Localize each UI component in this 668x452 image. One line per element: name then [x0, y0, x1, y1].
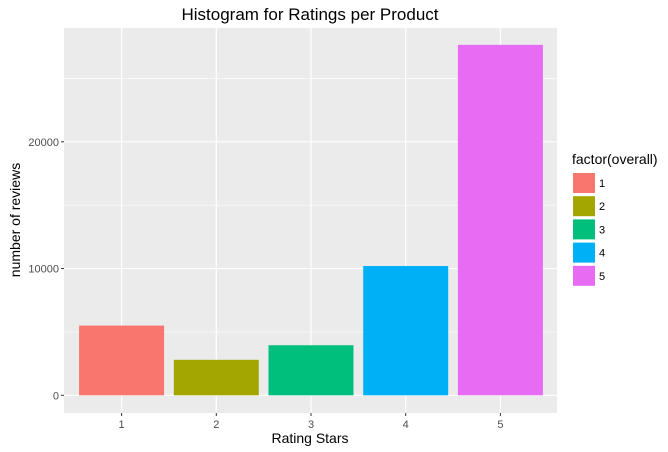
x-tick-label: 5	[497, 419, 503, 431]
legend-key-3	[573, 219, 595, 240]
legend-label-3: 3	[599, 224, 605, 236]
legend-items: 1 2 3 4 5	[573, 173, 605, 286]
bar-rating-2	[173, 359, 259, 396]
legend-key-4	[573, 242, 595, 263]
legend-title: factor(overall)	[572, 151, 658, 167]
bars	[79, 44, 543, 396]
x-tick-label: 2	[213, 419, 219, 431]
legend-key-5	[573, 265, 595, 286]
x-tick-label: 4	[403, 419, 409, 431]
bar-rating-5	[457, 44, 543, 396]
bar-rating-3	[268, 345, 354, 396]
legend-label-5: 5	[599, 271, 605, 283]
y-tick-label: 10000	[28, 264, 59, 276]
x-axis: 1 2 3 4 5	[119, 413, 503, 431]
legend: factor(overall) 1 2 3 4 5	[572, 151, 658, 286]
x-tick-label: 3	[308, 419, 314, 431]
y-tick-label: 0	[53, 390, 59, 402]
x-tick-label: 1	[119, 419, 125, 431]
y-axis: 0 10000 20000	[28, 137, 64, 402]
bar-rating-4	[363, 266, 449, 396]
legend-label-2: 2	[599, 201, 605, 213]
y-axis-title: number of reviews	[7, 163, 23, 277]
bar-rating-1	[79, 325, 165, 396]
legend-key-1	[573, 173, 595, 193]
y-tick-label: 20000	[28, 137, 59, 149]
legend-label-4: 4	[599, 248, 605, 260]
chart-title: Histogram for Ratings per Product	[182, 5, 439, 24]
legend-label-1: 1	[599, 178, 605, 190]
x-axis-title: Rating Stars	[271, 430, 348, 446]
legend-key-2	[573, 196, 595, 217]
